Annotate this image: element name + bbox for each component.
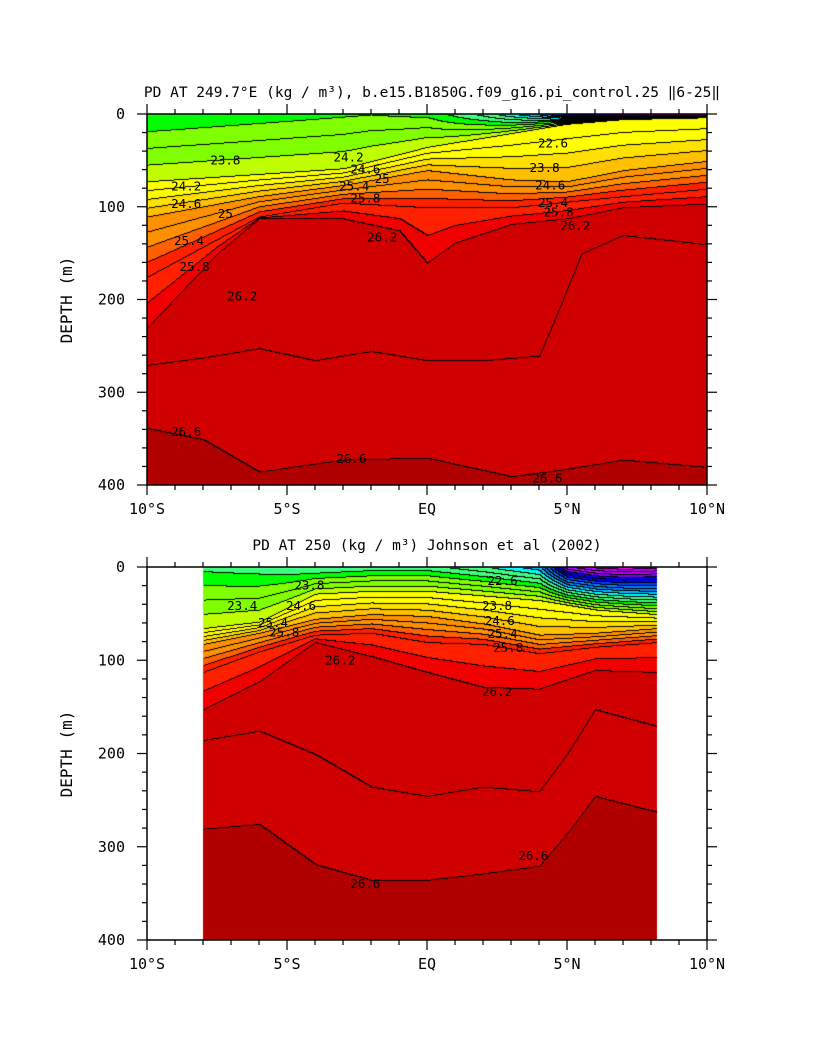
contour-label: 25.4 bbox=[339, 178, 369, 193]
contour-label: 23.8 bbox=[530, 160, 560, 175]
y-tick-label: 300 bbox=[98, 383, 125, 401]
x-tick-label: 5°N bbox=[553, 500, 580, 518]
contour-label: 23.8 bbox=[482, 598, 512, 613]
density-field bbox=[147, 567, 707, 940]
contour-label: 23.4 bbox=[227, 598, 257, 613]
contour-label: 25 bbox=[375, 171, 390, 186]
y-tick-label: 100 bbox=[98, 651, 125, 669]
x-tick-label: 5°S bbox=[273, 500, 300, 518]
x-tick-label: EQ bbox=[418, 500, 436, 518]
contour-label: 26.6 bbox=[532, 471, 562, 486]
plot-area: 23.8 24.224.224.624.6252525.425.425.825.8… bbox=[98, 104, 725, 518]
contour-label: 26.2 bbox=[482, 684, 512, 699]
contour-label: 24.6 bbox=[350, 162, 380, 177]
contour-label: 22.6 bbox=[538, 136, 568, 151]
y-tick-label: 400 bbox=[98, 931, 125, 949]
x-tick-label: 5°N bbox=[553, 955, 580, 973]
y-tick-label: 200 bbox=[98, 745, 125, 763]
contour-label: 25.8 bbox=[269, 624, 299, 639]
y-tick-label: 400 bbox=[98, 476, 125, 494]
axis-ticks: 10°S 5°S EQ 5°N 10°N 0 100 200 300 400 bbox=[98, 104, 725, 518]
y-tick-label: 0 bbox=[116, 558, 125, 576]
contour-label: 26.6 bbox=[518, 848, 548, 863]
y-axis-title: DEPTH (m) bbox=[57, 257, 76, 344]
panel-observations: PD AT 250 (kg / m³) Johnson et al (2002)… bbox=[57, 538, 725, 973]
contour-label: 26.2 bbox=[325, 652, 355, 667]
plot-title: PD AT 250 (kg / m³) Johnson et al (2002) bbox=[252, 538, 601, 554]
y-tick-label: 0 bbox=[116, 105, 125, 123]
contour-label: 26.2 bbox=[227, 289, 257, 304]
plot-area: 23.423.824.625.425.826.226.222.623.824.6… bbox=[98, 557, 725, 973]
contour-label: 24.2 bbox=[171, 178, 201, 193]
x-tick-label: 10°N bbox=[689, 955, 725, 973]
contour-label: 24.6 bbox=[535, 177, 565, 192]
x-tick-label: 10°S bbox=[129, 955, 165, 973]
contour-label: 25.4 bbox=[488, 626, 518, 641]
contour-label: 24.6 bbox=[286, 598, 316, 613]
x-tick-label: 10°S bbox=[129, 500, 165, 518]
x-tick-label: 10°N bbox=[689, 500, 725, 518]
contour-label: 24.2 bbox=[334, 150, 364, 165]
contour-label: 24.6 bbox=[171, 196, 201, 211]
contour-label: 23.8 bbox=[294, 578, 324, 593]
contour-label: 25.4 bbox=[258, 615, 288, 630]
contour-label: 25.8 bbox=[544, 204, 574, 219]
contour-label: 26.6 bbox=[171, 424, 201, 439]
y-tick-label: 200 bbox=[98, 291, 125, 309]
contour-label: 26.2 bbox=[367, 229, 397, 244]
axis-ticks: 10°S 5°S EQ 5°N 10°N 0 100 200 300 400 bbox=[98, 557, 725, 973]
contour-label: 26.6 bbox=[350, 876, 380, 891]
y-axis-title: DEPTH (m) bbox=[57, 711, 76, 798]
contour-label: 24.6 bbox=[485, 613, 515, 628]
contour-label: 25.8 bbox=[180, 259, 210, 274]
contour-label: 25.8 bbox=[350, 190, 380, 205]
contour-label: 25 bbox=[218, 206, 233, 221]
contour-label: 26.2 bbox=[560, 218, 590, 233]
plot-title: PD AT 249.7°E (kg / m³), b.e15.B1850G.f0… bbox=[144, 85, 720, 101]
x-tick-label: 5°S bbox=[273, 955, 300, 973]
contour-label: 25.4 bbox=[538, 195, 568, 210]
density-field bbox=[147, 114, 707, 485]
panel-model: PD AT 249.7°E (kg / m³), b.e15.B1850G.f0… bbox=[57, 85, 725, 518]
x-tick-label: EQ bbox=[418, 955, 436, 973]
contour-label: 26.6 bbox=[336, 451, 366, 466]
contour-label: 25.4 bbox=[174, 233, 204, 248]
y-tick-label: 100 bbox=[98, 198, 125, 216]
contour-label: 25.8 bbox=[493, 640, 523, 655]
contour-label: 23.8 bbox=[210, 152, 240, 167]
y-tick-label: 300 bbox=[98, 838, 125, 856]
contour-label: 22.6 bbox=[488, 573, 518, 588]
